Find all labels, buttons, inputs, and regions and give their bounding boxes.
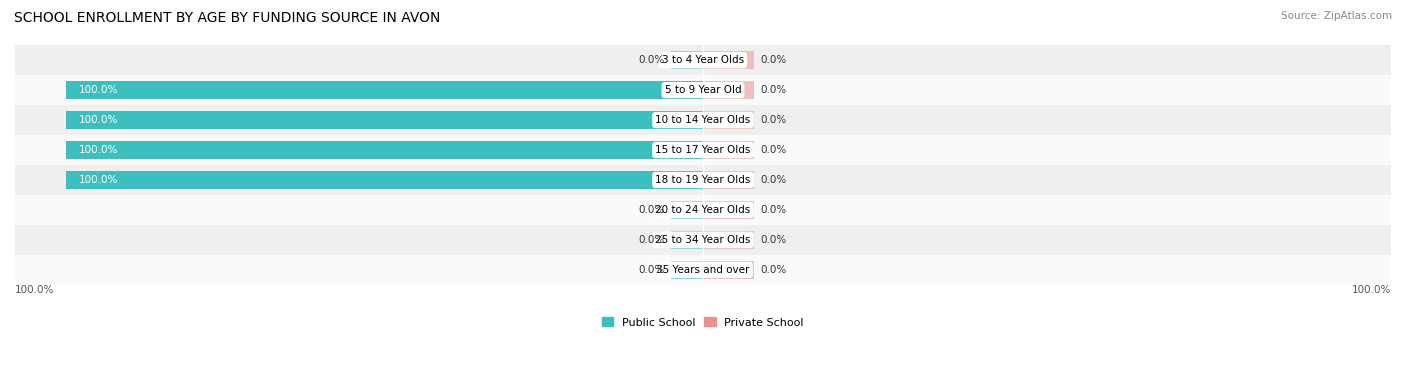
Bar	[15, 75, 1391, 105]
Text: 0.0%: 0.0%	[638, 235, 665, 245]
Bar	[15, 135, 1391, 165]
Bar	[703, 141, 754, 159]
Text: 100.0%: 100.0%	[79, 115, 118, 125]
Text: 0.0%: 0.0%	[761, 55, 786, 65]
Bar	[703, 81, 754, 99]
Text: 18 to 19 Year Olds: 18 to 19 Year Olds	[655, 175, 751, 185]
Bar	[15, 45, 1391, 75]
Bar	[66, 81, 703, 99]
Bar	[66, 141, 703, 159]
Legend: Public School, Private School: Public School, Private School	[598, 313, 808, 332]
Text: 0.0%: 0.0%	[761, 265, 786, 275]
Text: 100.0%: 100.0%	[15, 285, 55, 296]
Bar	[703, 201, 754, 219]
Bar	[66, 171, 703, 189]
Bar	[15, 165, 1391, 195]
Text: 10 to 14 Year Olds: 10 to 14 Year Olds	[655, 115, 751, 125]
Text: 20 to 24 Year Olds: 20 to 24 Year Olds	[655, 205, 751, 215]
Bar	[703, 171, 754, 189]
Text: 15 to 17 Year Olds: 15 to 17 Year Olds	[655, 145, 751, 155]
Text: 0.0%: 0.0%	[761, 85, 786, 95]
Text: Source: ZipAtlas.com: Source: ZipAtlas.com	[1281, 11, 1392, 21]
Text: 0.0%: 0.0%	[761, 145, 786, 155]
Text: 0.0%: 0.0%	[761, 205, 786, 215]
Bar	[15, 105, 1391, 135]
Text: 5 to 9 Year Old: 5 to 9 Year Old	[665, 85, 741, 95]
Bar	[671, 51, 703, 69]
Text: 0.0%: 0.0%	[761, 175, 786, 185]
Text: 100.0%: 100.0%	[79, 85, 118, 95]
Text: 3 to 4 Year Olds: 3 to 4 Year Olds	[662, 55, 744, 65]
Bar	[671, 231, 703, 249]
Text: 0.0%: 0.0%	[638, 265, 665, 275]
Bar	[703, 261, 754, 279]
Bar	[671, 201, 703, 219]
Text: 0.0%: 0.0%	[638, 205, 665, 215]
Bar	[15, 225, 1391, 255]
Text: 0.0%: 0.0%	[638, 55, 665, 65]
Bar	[703, 231, 754, 249]
Text: SCHOOL ENROLLMENT BY AGE BY FUNDING SOURCE IN AVON: SCHOOL ENROLLMENT BY AGE BY FUNDING SOUR…	[14, 11, 440, 25]
Text: 100.0%: 100.0%	[79, 145, 118, 155]
Text: 25 to 34 Year Olds: 25 to 34 Year Olds	[655, 235, 751, 245]
Text: 0.0%: 0.0%	[761, 235, 786, 245]
Bar	[703, 51, 754, 69]
Bar	[15, 255, 1391, 285]
Text: 0.0%: 0.0%	[761, 115, 786, 125]
Bar	[15, 195, 1391, 225]
Text: 100.0%: 100.0%	[1351, 285, 1391, 296]
Bar	[66, 111, 703, 129]
Text: 100.0%: 100.0%	[79, 175, 118, 185]
Bar	[703, 111, 754, 129]
Bar	[671, 261, 703, 279]
Text: 35 Years and over: 35 Years and over	[657, 265, 749, 275]
